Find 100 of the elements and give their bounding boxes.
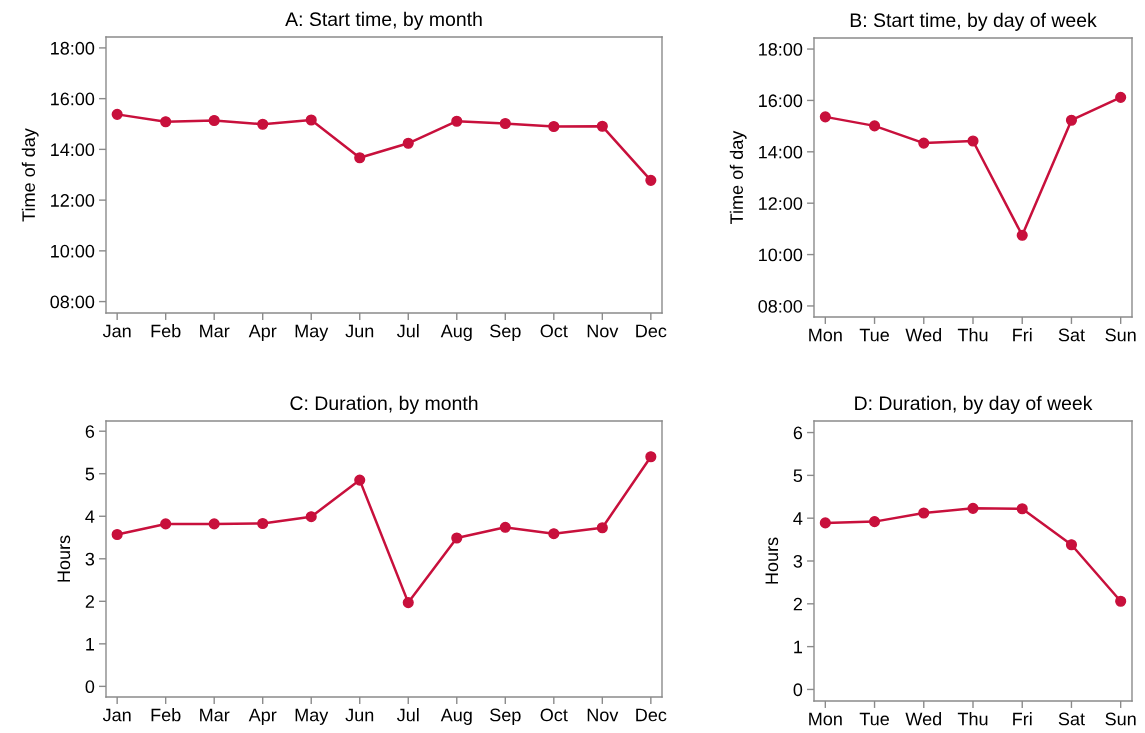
y-tick-label: 1 xyxy=(86,637,95,651)
point xyxy=(819,111,831,123)
y-tick-label: 18:00 xyxy=(51,41,95,55)
x-tick-label: Jul xyxy=(397,324,419,338)
x-tick-label: Feb xyxy=(151,708,181,722)
x-tick-label: Feb xyxy=(151,324,181,338)
point xyxy=(402,137,414,149)
y-tick-label: 6 xyxy=(793,426,803,440)
y-axis-title: Time of day xyxy=(729,130,747,224)
y-tick-label: 08:00 xyxy=(758,299,803,313)
point xyxy=(596,120,608,132)
point xyxy=(160,518,172,530)
point xyxy=(1016,503,1028,515)
x-tick-label: May xyxy=(295,324,329,341)
x-tick-label: Mar xyxy=(200,324,230,338)
y-tick-label: 5 xyxy=(793,469,803,483)
point xyxy=(868,120,881,132)
x-tick-label: Jun xyxy=(345,324,374,338)
point xyxy=(819,517,831,529)
y-tick-label: 4 xyxy=(793,512,803,525)
x-tick-label: Jan xyxy=(102,708,131,722)
y-tick-label: 0 xyxy=(85,680,95,694)
point xyxy=(548,528,560,540)
point xyxy=(1115,91,1127,103)
x-tick-label: Sat xyxy=(1058,712,1085,726)
x-tick-label: Mon xyxy=(809,712,842,726)
x-tick-label: Sep xyxy=(490,324,521,341)
y-tick-label: 18:00 xyxy=(759,42,803,56)
chart-title: C: Duration, by month xyxy=(290,395,478,414)
chart-title: D: Duration, by day of week xyxy=(855,395,1093,414)
y-tick-label: 12:00 xyxy=(51,194,95,207)
point xyxy=(499,117,511,130)
point xyxy=(1115,595,1127,607)
x-tick-label: Aug xyxy=(440,324,472,341)
x-tick-label: Nov xyxy=(587,708,619,722)
y-axis-title: Hours xyxy=(765,537,779,584)
point xyxy=(111,108,123,120)
y-tick-label: 2 xyxy=(793,597,802,611)
y-axis-title: Hours xyxy=(57,535,71,582)
x-tick-label: Tue xyxy=(859,712,889,726)
point xyxy=(868,516,881,528)
point xyxy=(305,511,317,523)
y-tick-label: 6 xyxy=(85,425,95,438)
y-tick-label: 5 xyxy=(85,467,95,481)
point xyxy=(967,135,979,147)
x-tick-label: Thu xyxy=(957,328,988,342)
x-tick-label: May xyxy=(295,708,329,725)
y-tick-label: 0 xyxy=(793,683,803,697)
y-tick-label: 16:00 xyxy=(51,92,95,106)
y-tick-label: 3 xyxy=(793,554,803,568)
point xyxy=(257,517,269,530)
y-tick-label: 2 xyxy=(85,595,94,608)
x-tick-label: Wed xyxy=(905,328,942,342)
point xyxy=(354,474,366,486)
point xyxy=(548,120,560,133)
point xyxy=(305,114,317,126)
point xyxy=(1065,114,1078,126)
x-tick-label: Oct xyxy=(540,708,568,722)
point xyxy=(918,507,930,519)
x-tick-label: Oct xyxy=(540,324,568,338)
x-tick-label: Sat xyxy=(1058,328,1085,342)
x-tick-label: Sun xyxy=(1105,712,1136,726)
x-tick-label: Apr xyxy=(248,708,277,725)
x-tick-label: Aug xyxy=(440,708,472,725)
y-tick-label: 10:00 xyxy=(51,244,95,258)
point xyxy=(645,174,657,186)
chart-title: A: Start time, by month xyxy=(285,11,482,30)
x-tick-label: Mon xyxy=(809,328,842,342)
x-tick-label: Sep xyxy=(490,708,521,725)
point xyxy=(918,137,930,149)
x-tick-label: Wed xyxy=(905,712,942,726)
point xyxy=(967,502,979,514)
y-tick-label: 4 xyxy=(85,510,95,523)
y-tick-label: 12:00 xyxy=(759,197,803,210)
y-axis-title: Time of day xyxy=(21,128,39,222)
y-tick-label: 1 xyxy=(794,640,803,654)
point xyxy=(354,152,366,164)
x-tick-label: Fri xyxy=(1013,712,1032,726)
point xyxy=(257,118,269,130)
x-tick-label: Fri xyxy=(1013,328,1032,342)
point xyxy=(499,521,511,533)
y-tick-label: 14:00 xyxy=(51,143,95,157)
x-tick-label: Dec xyxy=(636,708,667,722)
y-tick-label: 10:00 xyxy=(759,248,803,262)
x-tick-label: Jun xyxy=(345,708,374,722)
y-tick-label: 08:00 xyxy=(50,295,95,309)
y-tick-label: 16:00 xyxy=(759,94,803,108)
point xyxy=(451,115,463,127)
y-tick-label: 3 xyxy=(85,552,95,566)
point xyxy=(1065,539,1078,551)
x-tick-label: Jul xyxy=(397,708,419,722)
x-tick-label: Thu xyxy=(957,712,988,726)
point xyxy=(596,522,608,534)
y-tick-label: 14:00 xyxy=(759,145,803,159)
point xyxy=(402,597,414,609)
point xyxy=(645,451,657,463)
chart-title: B: Start time, by day of week xyxy=(850,12,1097,31)
x-tick-label: Jan xyxy=(102,324,131,338)
point xyxy=(208,518,220,530)
x-tick-label: Mar xyxy=(200,708,230,722)
